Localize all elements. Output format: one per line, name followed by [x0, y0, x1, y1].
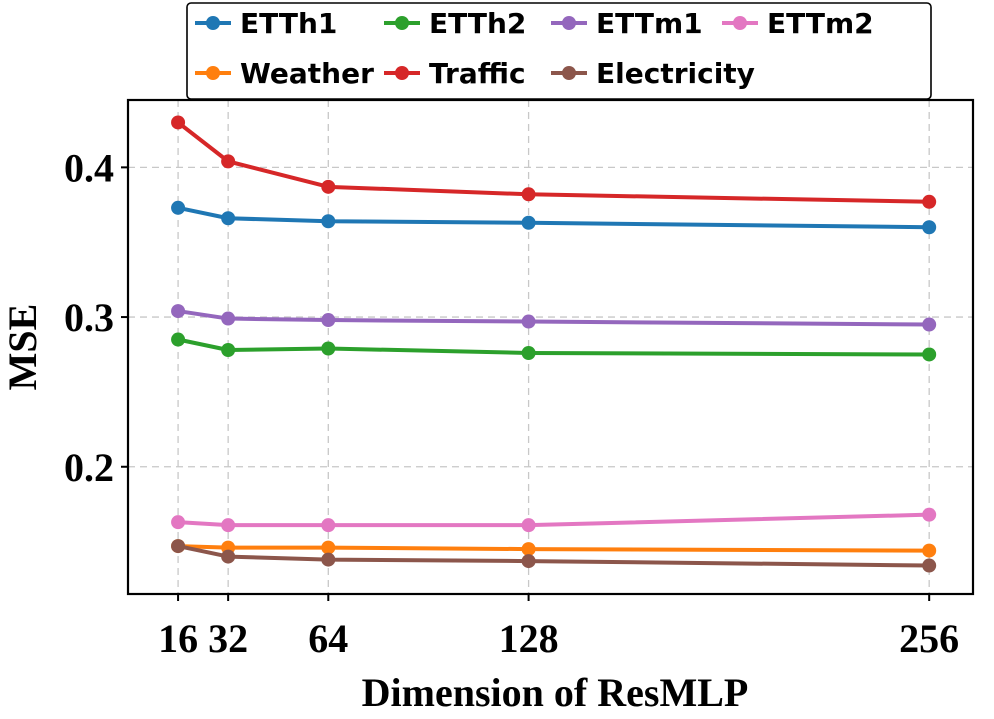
legend-entry-etth2: ETTh2	[384, 7, 526, 40]
legend-label: Traffic	[429, 57, 526, 90]
series-ettm1	[171, 304, 937, 332]
legend-entry-electricity: Electricity	[551, 57, 755, 90]
data-point	[171, 304, 186, 319]
x-axis-label: Dimension of ResMLP	[362, 670, 749, 715]
legend-entry-weather: Weather	[195, 57, 374, 90]
legend-marker	[206, 66, 220, 80]
legend-label: ETTh2	[429, 7, 526, 40]
series-line	[176, 205, 932, 230]
series-electricity	[171, 539, 937, 573]
legend-label: ETTm2	[767, 7, 874, 40]
legend-marker	[562, 66, 576, 80]
series-ettm2	[171, 507, 937, 533]
data-point	[321, 540, 336, 555]
data-point	[171, 539, 186, 554]
data-point	[922, 558, 937, 573]
series-etth1	[171, 200, 937, 235]
y-tick-label: 0.2	[64, 445, 114, 490]
data-point	[221, 518, 236, 533]
series-weather	[171, 539, 937, 558]
y-tick-label: 0.3	[64, 295, 114, 340]
series-lines	[171, 115, 937, 573]
data-point	[521, 187, 536, 202]
legend-marker	[395, 66, 409, 80]
legend-label: Electricity	[596, 57, 755, 90]
data-point	[171, 332, 186, 347]
legend-marker	[395, 16, 409, 30]
series-line	[176, 512, 932, 528]
data-point	[171, 515, 186, 530]
legend-label: ETTh1	[240, 7, 337, 40]
data-point	[922, 507, 937, 522]
y-tick-label: 0.4	[64, 145, 114, 190]
data-point	[221, 211, 236, 226]
legend-entry-ettm2: ETTm2	[722, 7, 874, 40]
data-point	[221, 549, 236, 564]
x-tick-label: 16	[158, 616, 198, 661]
x-tick-label: 64	[308, 616, 348, 661]
data-point	[321, 518, 336, 533]
data-point	[521, 215, 536, 230]
data-point	[521, 314, 536, 329]
series-line	[176, 544, 932, 553]
series-etth2	[171, 332, 937, 362]
data-point	[922, 317, 937, 332]
series-line	[176, 337, 932, 357]
legend-entry-etth1: ETTh1	[195, 7, 337, 40]
x-tick-label: 256	[899, 616, 959, 661]
data-point	[171, 115, 186, 130]
data-point	[221, 342, 236, 357]
legend-marker	[733, 16, 747, 30]
data-point	[221, 311, 236, 326]
data-point	[922, 194, 937, 209]
grid	[128, 100, 973, 594]
data-point	[922, 220, 937, 235]
data-point	[922, 347, 937, 362]
data-point	[521, 345, 536, 360]
legend-label: Weather	[240, 57, 374, 90]
legend-marker	[206, 16, 220, 30]
plot-area-frame	[126, 98, 975, 596]
axis-ticks: 16 32 64 128 256 0.2 0.3 0.4	[64, 145, 959, 661]
series-line	[176, 120, 932, 204]
data-point	[321, 179, 336, 194]
y-axis-label: MSE	[0, 304, 45, 391]
data-point	[171, 200, 186, 215]
x-tick-label: 32	[208, 616, 248, 661]
x-tick-label: 128	[499, 616, 559, 661]
legend-entry-ettm1: ETTm1	[551, 7, 703, 40]
data-point	[321, 341, 336, 356]
legend: ETTh1 ETTh2 ETTm1 ETTm2 Weather Traffic Electr…	[186, 2, 932, 100]
data-point	[321, 552, 336, 567]
data-point	[221, 154, 236, 169]
series-traffic	[171, 115, 937, 209]
data-point	[521, 554, 536, 569]
data-point	[321, 313, 336, 328]
legend-entry-traffic: Traffic	[384, 57, 526, 90]
data-point	[521, 518, 536, 533]
data-point	[521, 542, 536, 557]
series-line	[176, 309, 932, 327]
legend-label: ETTm1	[596, 7, 703, 40]
data-point	[321, 214, 336, 229]
legend-marker	[562, 16, 576, 30]
data-point	[922, 543, 937, 558]
